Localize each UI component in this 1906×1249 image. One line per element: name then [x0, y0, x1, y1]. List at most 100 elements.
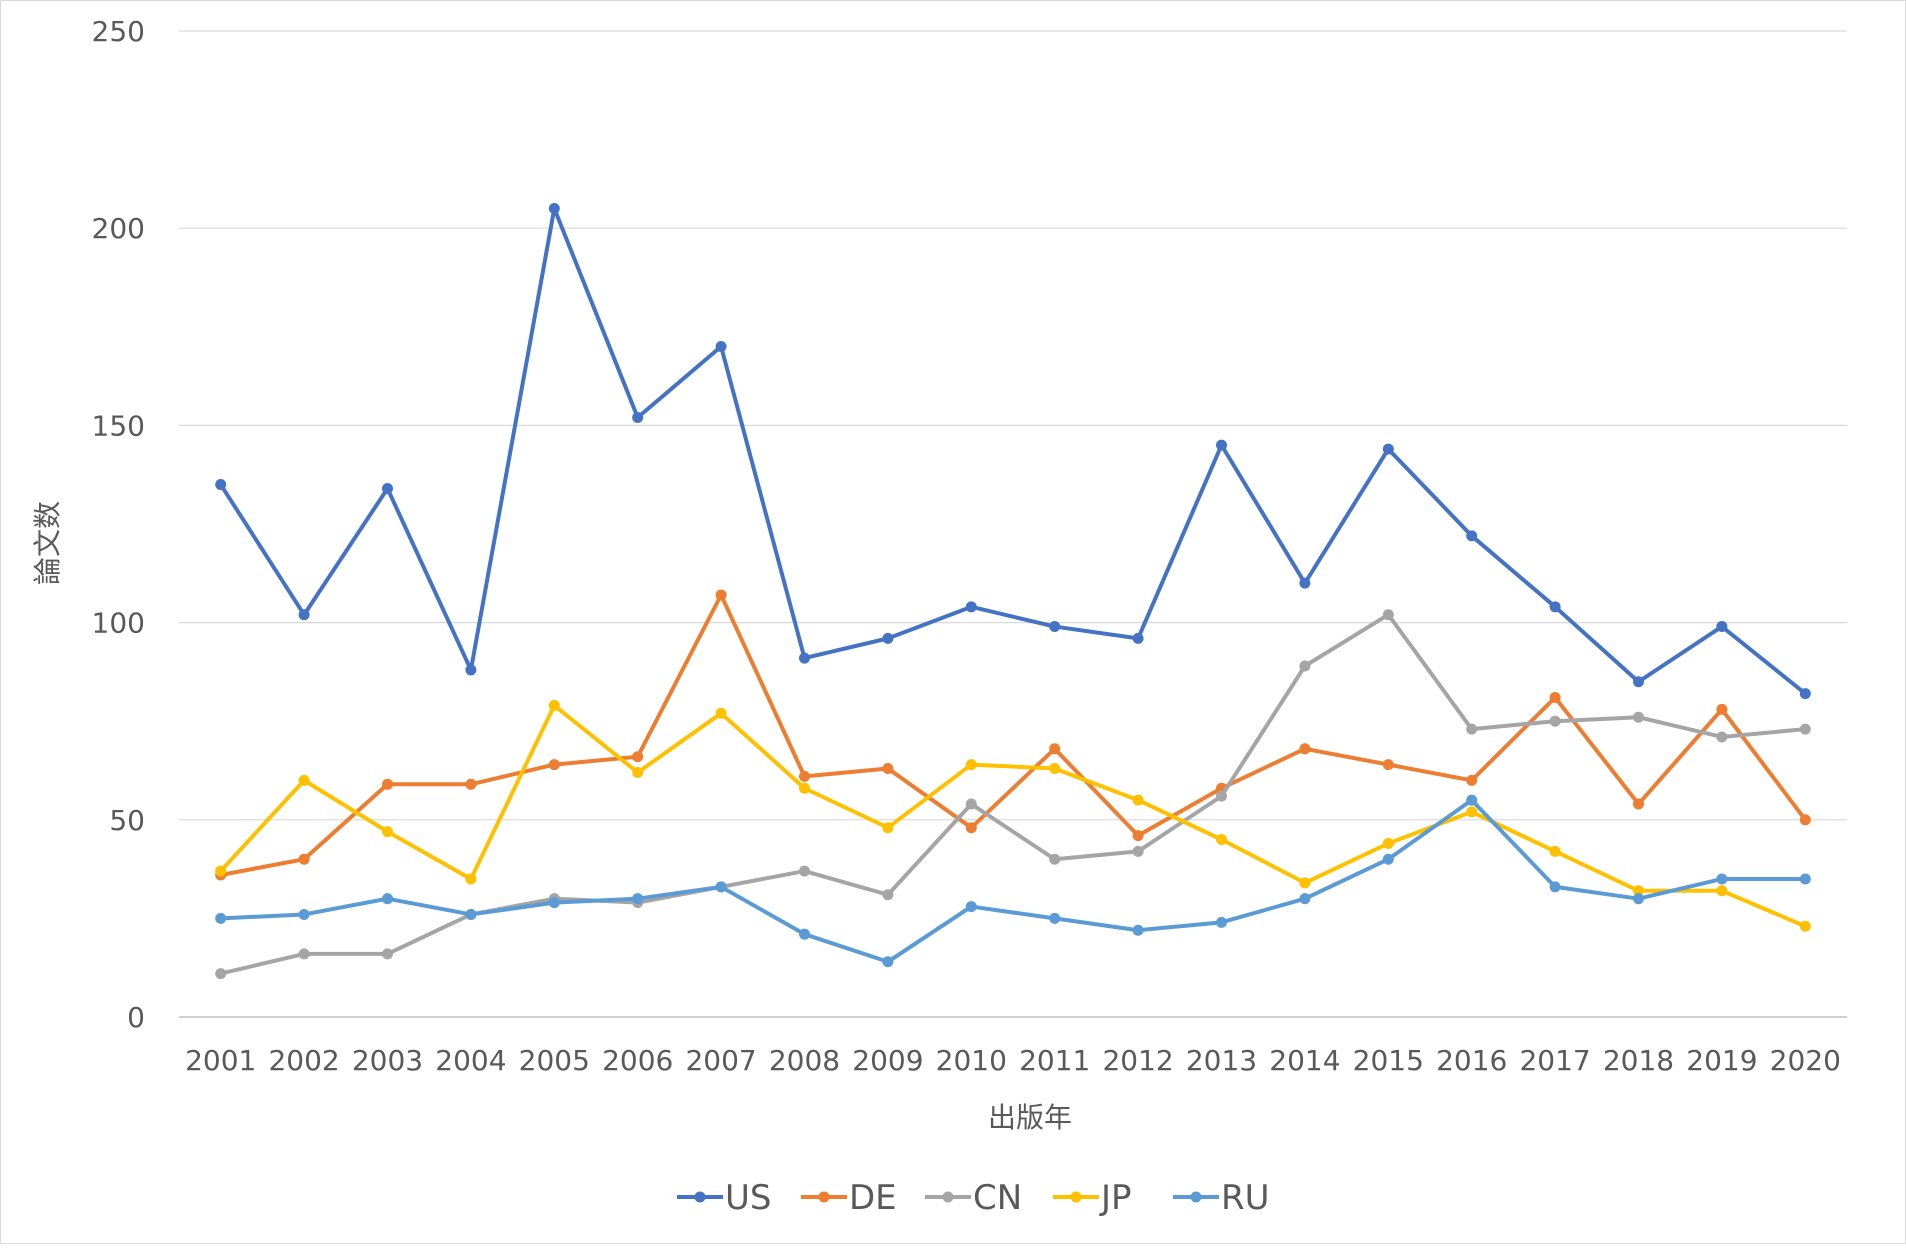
data-point — [1466, 774, 1478, 786]
data-point — [215, 968, 227, 980]
data-point — [1549, 601, 1561, 613]
data-point — [632, 751, 644, 763]
data-point — [965, 601, 977, 613]
y-tick-label: 100 — [92, 607, 145, 640]
data-point — [1216, 834, 1227, 846]
data-point — [1799, 920, 1811, 932]
x-tick-label: 2008 — [769, 1044, 840, 1077]
data-point — [465, 778, 477, 790]
legend-item-cn: CN — [925, 1178, 1022, 1218]
series-ru — [215, 794, 1811, 968]
series-line-de — [218, 592, 1808, 878]
data-point — [715, 881, 727, 893]
data-point — [298, 948, 310, 960]
data-point — [1633, 798, 1644, 810]
data-point — [965, 798, 977, 810]
data-point — [882, 889, 894, 901]
series-de — [215, 589, 1811, 881]
data-point — [548, 699, 560, 711]
x-tick-label: 2004 — [435, 1044, 506, 1077]
data-point — [1549, 881, 1561, 893]
series-cn — [215, 609, 1811, 980]
x-tick-label: 2007 — [685, 1044, 756, 1077]
series-jp — [215, 699, 1811, 932]
data-point — [1382, 759, 1394, 771]
data-point — [1466, 723, 1478, 735]
y-tick-label: 150 — [92, 409, 145, 442]
legend-swatch-marker — [694, 1191, 706, 1203]
legend-label: JP — [1099, 1178, 1132, 1218]
data-point — [1799, 814, 1811, 826]
y-tick-label: 0 — [127, 1001, 145, 1034]
data-point — [298, 908, 310, 920]
series-line-jp — [218, 703, 1808, 929]
legend-item-jp: JP — [1053, 1178, 1132, 1218]
data-point — [1799, 723, 1811, 735]
data-point — [1132, 632, 1144, 644]
data-point — [1466, 794, 1478, 806]
x-tick-label: 2001 — [185, 1044, 256, 1077]
x-tick-label: 2018 — [1603, 1044, 1674, 1077]
data-point — [799, 782, 810, 794]
series-us — [215, 202, 1811, 700]
legend-label: DE — [849, 1178, 897, 1218]
y-axis-ticks: 0 50 100 150 200 250 — [92, 15, 145, 1034]
x-tick-label: 2020 — [1770, 1044, 1841, 1077]
data-point — [1132, 794, 1144, 806]
x-axis-label: 出版年 — [988, 1101, 1072, 1134]
legend-label: CN — [973, 1178, 1022, 1218]
x-tick-label: 2014 — [1269, 1044, 1340, 1077]
legend: US DE CN JP RU — [677, 1178, 1270, 1218]
data-point — [1716, 621, 1728, 633]
legend-item-de: DE — [801, 1178, 897, 1218]
x-tick-label: 2009 — [852, 1044, 923, 1077]
y-tick-label: 250 — [92, 15, 145, 48]
data-point — [1299, 877, 1311, 889]
data-point — [632, 766, 644, 778]
data-point — [1216, 790, 1227, 802]
x-tick-label: 2013 — [1186, 1044, 1257, 1077]
data-point — [1549, 715, 1561, 727]
data-point — [715, 589, 727, 601]
data-point — [965, 822, 977, 834]
legend-item-us: US — [677, 1178, 771, 1218]
data-point — [465, 873, 477, 885]
legend-swatch-marker — [818, 1191, 830, 1203]
x-tick-label: 2019 — [1686, 1044, 1757, 1077]
data-point — [382, 483, 393, 495]
y-tick-label: 200 — [92, 212, 145, 245]
legend-swatch-marker — [1070, 1191, 1082, 1203]
data-point — [298, 853, 310, 865]
x-tick-label: 2015 — [1353, 1044, 1424, 1077]
data-point — [1299, 660, 1311, 672]
data-point — [298, 609, 310, 621]
data-point — [1382, 443, 1394, 455]
data-point — [548, 897, 560, 909]
x-tick-label: 2017 — [1519, 1044, 1590, 1077]
legend-swatch-marker — [942, 1191, 954, 1203]
data-point — [1049, 853, 1061, 865]
legend-label: RU — [1221, 1178, 1270, 1218]
x-tick-label: 2011 — [1019, 1044, 1090, 1077]
data-point — [882, 763, 894, 775]
data-point — [215, 865, 227, 877]
series-layer — [215, 202, 1811, 980]
data-point — [1716, 885, 1728, 897]
data-point — [1633, 893, 1644, 905]
data-point — [215, 479, 227, 491]
x-tick-label: 2016 — [1436, 1044, 1507, 1077]
legend-label: US — [725, 1178, 771, 1218]
data-point — [1382, 837, 1394, 849]
data-point — [1299, 893, 1311, 905]
data-point — [1799, 688, 1811, 700]
data-point — [382, 826, 393, 838]
data-point — [882, 822, 894, 834]
x-tick-label: 2006 — [602, 1044, 673, 1077]
x-tick-label: 2002 — [268, 1044, 339, 1077]
data-point — [1049, 912, 1061, 924]
x-axis-ticks: 2001 2002 2003 2004 2005 2006 2007 2008 2009 2010… — [185, 1044, 1841, 1077]
data-point — [1799, 873, 1811, 885]
data-point — [632, 893, 644, 905]
data-point — [1049, 763, 1061, 775]
